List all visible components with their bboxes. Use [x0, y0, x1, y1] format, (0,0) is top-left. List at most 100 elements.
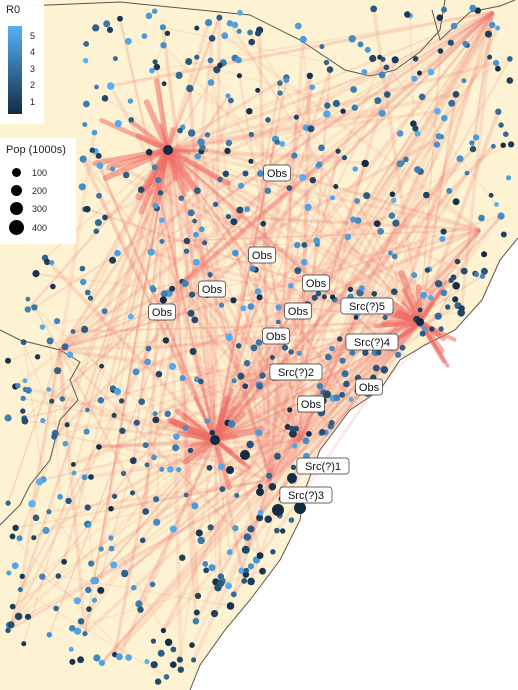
population-point [369, 54, 377, 63]
population-point [260, 220, 267, 227]
population-point [81, 325, 89, 333]
population-point [15, 383, 21, 389]
population-point [243, 533, 252, 541]
map-label-src-2: Src(?)2 [269, 363, 323, 381]
flow-line [58, 575, 231, 607]
flow-line [161, 229, 481, 243]
population-point [493, 59, 500, 66]
population-point [144, 659, 150, 665]
hub-spoke [393, 319, 423, 344]
flow-line [150, 251, 211, 276]
population-point [31, 304, 38, 311]
map-label-box [297, 395, 325, 413]
flow-line [418, 94, 458, 323]
population-point [194, 54, 200, 60]
population-point [277, 90, 283, 96]
population-point [108, 545, 115, 552]
flow-line [154, 338, 341, 415]
flow-line [98, 165, 217, 441]
population-point [206, 464, 213, 471]
map-label-layer: Obs Obs Obs Obs Obs Obs Obs Obs Obs Src(?)5 Src(?)… [148, 164, 399, 504]
population-point [225, 582, 233, 590]
flow-line [167, 149, 334, 298]
population-point [39, 573, 46, 580]
population-point [179, 554, 186, 561]
flow-line [43, 256, 217, 442]
population-point [508, 141, 515, 148]
population-point [82, 631, 88, 637]
flow-line [72, 413, 156, 466]
population-point [169, 285, 176, 292]
population-point [299, 173, 307, 182]
population-point [450, 22, 458, 30]
flow-line [18, 149, 170, 539]
population-point [277, 80, 283, 86]
population-point [230, 218, 238, 226]
map-label-src-4: Src(?)4 [345, 333, 399, 351]
flow-line [318, 164, 357, 348]
population-point [388, 212, 396, 220]
population-point [88, 560, 95, 567]
population-point [344, 233, 352, 241]
map-label-obs-4: Obs [198, 280, 226, 298]
population-point [187, 447, 194, 454]
flow-line [123, 439, 301, 475]
population-point [194, 187, 201, 195]
population-point [265, 117, 271, 123]
population-point [242, 571, 250, 578]
population-point [59, 396, 65, 402]
flow-line [214, 376, 359, 442]
population-point [64, 422, 70, 428]
population-point [209, 429, 216, 436]
population-point [4, 414, 12, 422]
population-point [378, 71, 386, 79]
map-label-text: Src(?)2 [278, 367, 314, 379]
population-point [137, 606, 144, 613]
population-point [485, 30, 492, 38]
population-point [329, 195, 336, 201]
population-point [194, 153, 201, 160]
flow-line [459, 11, 495, 313]
population-point [412, 56, 419, 62]
pop-item-300: 300 [0, 200, 76, 218]
flow-line [268, 39, 305, 481]
population-point [339, 357, 346, 364]
population-point [343, 380, 350, 388]
population-point [323, 110, 331, 118]
pop-dot-100 [12, 168, 21, 177]
population-point [391, 197, 397, 203]
flow-line [58, 349, 147, 513]
flow-line [208, 274, 217, 441]
population-point [435, 133, 442, 140]
population-point [326, 66, 334, 73]
flow-line [118, 18, 217, 441]
pop-item-100: 100 [0, 164, 76, 182]
population-point [248, 158, 254, 164]
population-point [377, 54, 383, 60]
population-point [419, 330, 426, 337]
population-point [12, 524, 19, 532]
flow-line [181, 376, 301, 442]
population-point [319, 429, 326, 436]
population-point [85, 407, 90, 413]
population-point [40, 417, 46, 424]
population-point [256, 294, 263, 301]
population-point [7, 621, 15, 629]
flow-line [209, 60, 269, 192]
flow-line [72, 320, 421, 333]
population-point [461, 78, 467, 84]
flow-line [184, 214, 393, 282]
flow-line [124, 439, 301, 575]
population-point [392, 219, 400, 227]
population-point [115, 653, 123, 661]
population-point [91, 129, 98, 136]
population-point [351, 104, 358, 111]
flow-line [42, 419, 216, 441]
population-point [194, 25, 200, 31]
population-point [46, 337, 54, 345]
flow-line [189, 87, 278, 143]
population-point [189, 642, 195, 648]
map-label-obs-9: Obs [355, 378, 383, 396]
population-point [84, 205, 91, 213]
population-point [87, 295, 94, 301]
